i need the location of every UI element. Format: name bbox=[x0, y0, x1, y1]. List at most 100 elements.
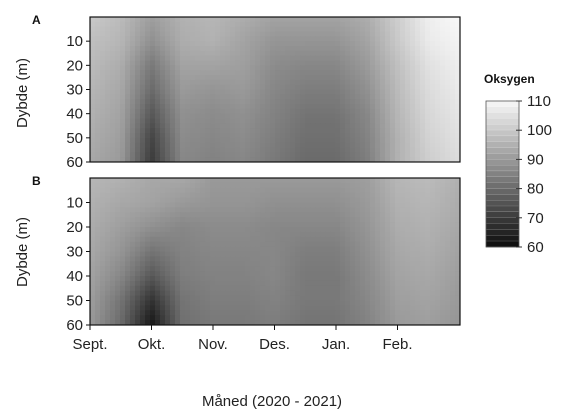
heatmap-cell bbox=[405, 118, 411, 124]
heatmap-cell bbox=[315, 280, 321, 287]
heatmap-cell bbox=[430, 315, 436, 321]
heatmap-cell bbox=[245, 202, 251, 208]
heatmap-cell bbox=[385, 41, 391, 47]
heatmap-cell bbox=[390, 256, 396, 262]
y-tick-label: 10 bbox=[66, 195, 83, 212]
heatmap-cell bbox=[295, 261, 301, 267]
heatmap-cell bbox=[325, 84, 331, 91]
heatmap-cell bbox=[175, 310, 181, 316]
heatmap-cell bbox=[255, 187, 261, 194]
heatmap-cell bbox=[160, 113, 166, 120]
heatmap-cell bbox=[255, 21, 261, 28]
heatmap-cell bbox=[255, 290, 261, 297]
heatmap-cell bbox=[125, 26, 131, 33]
heatmap-cell bbox=[365, 46, 371, 52]
heatmap-cell bbox=[120, 310, 126, 316]
heatmap-cell bbox=[320, 202, 326, 208]
heatmap-cell bbox=[425, 236, 431, 243]
heatmap-cell bbox=[125, 305, 131, 311]
heatmap-cell bbox=[90, 21, 96, 28]
heatmap-cell bbox=[165, 113, 171, 120]
heatmap-cell bbox=[250, 256, 256, 262]
heatmap-cell bbox=[450, 285, 456, 292]
heatmap-cell bbox=[440, 137, 446, 144]
heatmap-cell bbox=[210, 231, 216, 238]
heatmap-cell bbox=[330, 142, 336, 149]
heatmap-cell bbox=[180, 212, 186, 218]
heatmap-cell bbox=[445, 290, 451, 297]
heatmap-cell bbox=[150, 137, 156, 144]
heatmap-cell bbox=[310, 118, 316, 124]
heatmap-cell bbox=[260, 50, 266, 57]
heatmap-cell bbox=[325, 26, 331, 33]
heatmap-cell bbox=[115, 99, 121, 105]
heatmap-cell bbox=[135, 315, 141, 321]
heatmap-cell bbox=[455, 46, 460, 52]
heatmap-cell bbox=[295, 55, 301, 62]
heatmap-cell bbox=[445, 46, 451, 52]
heatmap-cell bbox=[350, 285, 356, 292]
heatmap-cell bbox=[260, 79, 266, 86]
heatmap-cell bbox=[190, 118, 196, 124]
heatmap-cell bbox=[270, 89, 276, 95]
heatmap-cell bbox=[135, 89, 141, 95]
heatmap-cell bbox=[130, 46, 136, 52]
heatmap-cell bbox=[115, 266, 121, 272]
heatmap-cell bbox=[430, 182, 436, 189]
heatmap-cell bbox=[445, 295, 451, 302]
heatmap-cell bbox=[155, 137, 161, 144]
heatmap-cell bbox=[225, 187, 231, 194]
heatmap-cell bbox=[435, 152, 441, 158]
heatmap-cell bbox=[370, 113, 376, 120]
heatmap-cell bbox=[190, 276, 196, 282]
heatmap-cell bbox=[325, 113, 331, 120]
heatmap-cell bbox=[375, 217, 381, 223]
heatmap-cell bbox=[240, 202, 246, 208]
heatmap-cell bbox=[200, 128, 206, 134]
heatmap-cell bbox=[175, 276, 181, 282]
heatmap-cell bbox=[270, 133, 276, 139]
heatmap-cell bbox=[455, 217, 460, 223]
heatmap-cell bbox=[120, 36, 126, 42]
heatmap-cell bbox=[135, 84, 141, 91]
heatmap-cell bbox=[310, 285, 316, 292]
heatmap-cell bbox=[455, 17, 460, 23]
heatmap-cell bbox=[160, 192, 166, 199]
heatmap-cell bbox=[235, 197, 241, 204]
heatmap-cell bbox=[395, 133, 401, 139]
heatmap-cell bbox=[410, 300, 416, 306]
heatmap-cell bbox=[320, 261, 326, 267]
heatmap-cell bbox=[405, 212, 411, 218]
heatmap-cell bbox=[145, 70, 151, 76]
heatmap-cell bbox=[165, 26, 171, 33]
heatmap-cell bbox=[115, 118, 121, 124]
heatmap-cell bbox=[90, 300, 96, 306]
heatmap-cell bbox=[90, 26, 96, 33]
heatmap-cell bbox=[285, 261, 291, 267]
heatmap-cell bbox=[335, 207, 341, 213]
heatmap-cell bbox=[425, 142, 431, 149]
heatmap-cell bbox=[280, 305, 286, 311]
heatmap-cell bbox=[130, 231, 136, 238]
heatmap-cell bbox=[140, 295, 146, 302]
heatmap-cell bbox=[270, 118, 276, 124]
heatmap-cell bbox=[390, 26, 396, 33]
heatmap-cell bbox=[185, 65, 191, 71]
heatmap-cell bbox=[390, 65, 396, 71]
heatmap-cell bbox=[345, 305, 351, 311]
heatmap-cell bbox=[405, 285, 411, 292]
heatmap-cell bbox=[285, 65, 291, 71]
heatmap-cell bbox=[445, 94, 451, 100]
heatmap-cell bbox=[90, 128, 96, 134]
heatmap-cell bbox=[135, 21, 141, 28]
heatmap-cell bbox=[235, 60, 241, 66]
heatmap-cell bbox=[310, 197, 316, 204]
heatmap-cell bbox=[140, 187, 146, 194]
heatmap-cell bbox=[305, 31, 311, 37]
heatmap-cell bbox=[430, 261, 436, 267]
heatmap-cell bbox=[315, 79, 321, 86]
heatmap-cell bbox=[280, 113, 286, 120]
heatmap-cell bbox=[340, 55, 346, 62]
heatmap-cell bbox=[290, 256, 296, 262]
